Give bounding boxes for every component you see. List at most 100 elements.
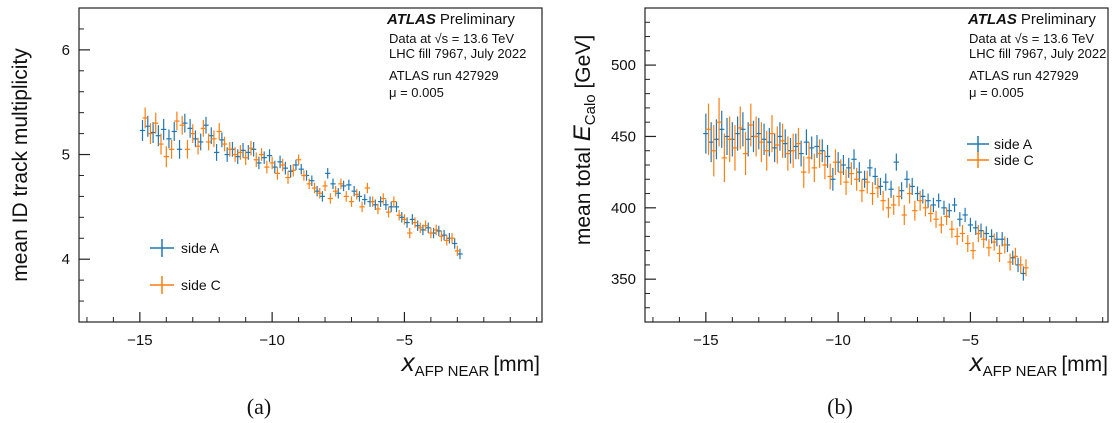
x-axis-sub-b: AFP NEAR (983, 363, 1058, 380)
data-point-side-a-b (962, 207, 968, 223)
legend-marker-side-a-a (150, 239, 174, 257)
data-point-side-c-a (158, 133, 164, 155)
data-point-side-c-a (264, 160, 270, 174)
data-point-side-c-a (433, 224, 439, 236)
data-point-side-a-b (830, 167, 836, 191)
data-point-side-c-b (959, 224, 966, 243)
data-point-side-c-a (444, 235, 450, 246)
data-point-side-c-b (922, 199, 929, 217)
data-point-side-c-b (859, 179, 865, 203)
data-point-side-c-a (205, 133, 212, 151)
data-point-side-c-b (854, 167, 860, 191)
data-point-side-c-a (359, 201, 365, 213)
data-point-side-c-a (322, 180, 328, 192)
data-point-side-a-a (425, 222, 431, 234)
data-point-side-c-b (917, 190, 923, 211)
data-point-side-a-a (155, 125, 162, 147)
data-point-side-c-b (1012, 247, 1019, 265)
data-point-side-a-b (851, 149, 857, 170)
data-point-side-c-b (996, 244, 1003, 263)
data-point-side-c-a (269, 156, 275, 170)
data-point-side-a-b (920, 189, 926, 204)
data-point-side-c-b (790, 133, 796, 168)
data-point-side-c-a (385, 206, 392, 218)
data-point-side-c-a (179, 115, 185, 135)
data-point-side-a-b (909, 177, 915, 195)
data-point-side-a-b (893, 153, 899, 171)
data-point-side-a-b (883, 173, 889, 191)
data-point-side-a-a (436, 225, 442, 237)
data-point-side-c-a (422, 220, 429, 231)
panel-b: −15 −10 −5 350 400 450 500 mean total ECalo [G… (569, 7, 1109, 419)
data-point-side-c-b (748, 103, 754, 147)
data-point-side-a-a (388, 201, 394, 213)
y-tick-label-b: 400 (611, 200, 636, 217)
y-axis-label-a: mean ID track multiplicity (9, 48, 32, 282)
data-point-side-c-b (806, 142, 812, 174)
data-point-side-a-a (240, 143, 246, 158)
x-tick-label-b: −5 (962, 332, 979, 349)
data-point-side-c-b (1023, 259, 1029, 277)
data-point-side-a-b (946, 203, 952, 218)
y-tick-label-a: 4 (62, 251, 70, 268)
data-point-side-a-a (362, 194, 368, 205)
data-point-side-c-a (248, 140, 254, 156)
annotation-line2-a: LHC fill 7967, July 2022 (389, 46, 526, 61)
ticks-a: −15 −10 −5 4 5 6 (62, 7, 538, 349)
data-point-side-c-a (227, 141, 233, 157)
data-point-side-c-a (174, 111, 180, 131)
data-point-side-a-a (452, 238, 458, 249)
data-point-side-c-a (163, 146, 169, 168)
y-axis-var-b: E (569, 124, 596, 141)
data-point-side-a-b (951, 197, 958, 213)
data-point-side-c-b (970, 242, 976, 260)
data-point-side-c-b (912, 200, 918, 221)
legend-label-side-a-b: side A (994, 136, 1033, 152)
data-point-side-c-b (711, 125, 717, 177)
data-point-side-a-b (824, 145, 831, 168)
atlas-status-b: Preliminary (1021, 11, 1097, 28)
data-point-side-a-a (288, 165, 294, 178)
data-point-side-c-b (965, 234, 971, 253)
data-point-side-c-a (216, 123, 222, 140)
data-point-side-c-a (280, 158, 286, 172)
data-point-side-a-a (139, 119, 146, 141)
x-axis-sub-a: AFP NEAR (415, 363, 490, 380)
data-point-side-a-b (771, 133, 778, 163)
data-points-b (703, 97, 1029, 281)
y-axis-unit-b: [GeV] (572, 35, 595, 95)
data-point-side-a-a (346, 179, 352, 191)
data-point-side-c-a (295, 154, 302, 165)
x-axis-var-a: x (400, 347, 416, 377)
data-point-side-c-b (875, 177, 881, 198)
x-tick-label-a: −10 (259, 332, 284, 349)
data-point-side-c-b (981, 230, 987, 248)
data-point-side-a-b (994, 232, 1000, 247)
data-point-side-c-b (843, 169, 849, 195)
data-point-side-a-a (219, 132, 225, 148)
data-point-side-a-b (1020, 266, 1026, 281)
data-point-side-c-a (237, 145, 244, 160)
legend-marker-side-a-b (967, 136, 989, 152)
legend-label-side-c-a: side C (181, 277, 221, 293)
data-point-side-a-a (250, 141, 257, 157)
data-point-side-c-b (811, 153, 817, 183)
data-point-side-c-b (943, 207, 950, 225)
data-point-side-c-b (938, 216, 944, 234)
annotation-line2-b: LHC fill 7967, July 2022 (969, 46, 1106, 61)
x-axis-var-b: x (968, 347, 984, 377)
data-point-side-a-b (936, 193, 942, 208)
data-point-side-c-a (221, 136, 228, 152)
data-point-side-a-b (872, 167, 878, 185)
data-point-side-a-b (719, 110, 725, 148)
x-tick-label-b: −10 (825, 332, 850, 349)
data-point-side-a-b (745, 122, 751, 157)
data-point-side-c-b (727, 116, 733, 163)
data-point-side-c-a (147, 123, 154, 145)
data-point-side-c-b (896, 186, 902, 207)
data-point-side-a-a (356, 191, 363, 202)
data-point-side-c-b (954, 227, 960, 245)
data-point-side-a-b (713, 119, 720, 160)
x-axis-unit-b: [mm] (1061, 353, 1108, 376)
data-point-side-a-b (708, 122, 714, 163)
